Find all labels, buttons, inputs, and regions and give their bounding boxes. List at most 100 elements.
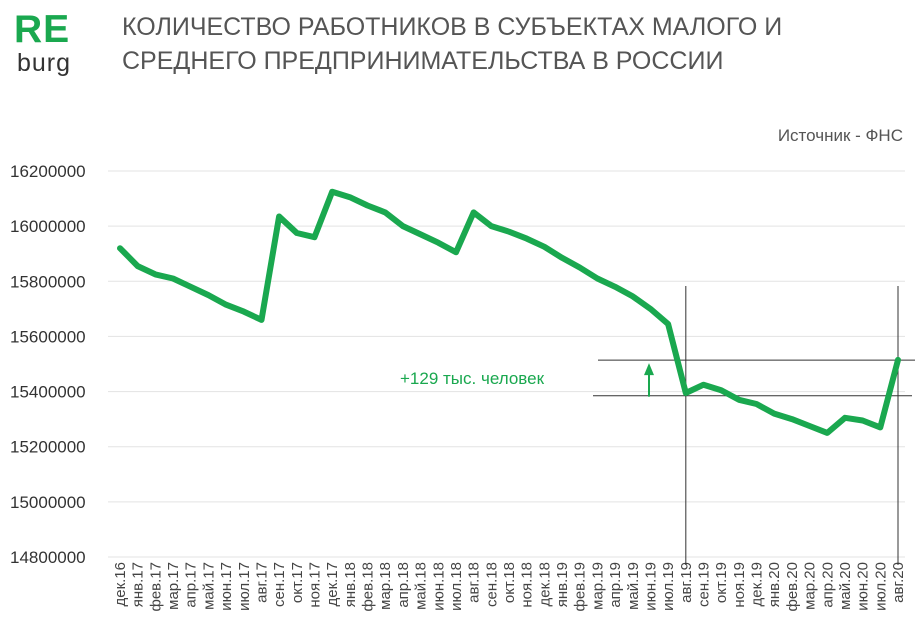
data-point <box>347 194 353 200</box>
chart-title: КОЛИЧЕСТВО РАБОТНИКОВ В СУБЪЕКТАХ МАЛОГО… <box>122 13 783 75</box>
data-point <box>895 357 901 363</box>
x-tick-label: ноя.19 <box>731 562 748 608</box>
data-point <box>860 418 866 424</box>
x-tick-label: янв.19 <box>554 562 571 607</box>
x-tick-label: фев.19 <box>572 562 589 612</box>
series-layer <box>117 188 901 436</box>
data-point <box>807 423 813 429</box>
x-tick-label: авг.17 <box>253 562 270 603</box>
data-point <box>789 416 795 422</box>
x-tick-label: фев.20 <box>784 562 801 612</box>
annotation-label: +129 тыс. человек <box>400 369 545 388</box>
data-point <box>541 244 547 250</box>
series-line <box>117 188 901 436</box>
x-axis: дек.16 янв.17 фев.17 мар.17 апр.17 май.17 июн.… <box>112 562 907 612</box>
x-tick-label: апр.20 <box>819 562 836 608</box>
x-tick-label: дек.16 <box>112 562 129 607</box>
data-point <box>824 430 830 436</box>
y-tick-label: 15600000 <box>10 327 86 346</box>
x-tick-label: июн.18 <box>430 562 447 611</box>
x-tick-label: май.17 <box>200 562 217 610</box>
y-tick-label: 15400000 <box>10 383 86 402</box>
x-tick-label: июн.20 <box>855 562 872 611</box>
x-tick-label: фев.17 <box>147 562 164 612</box>
data-point <box>736 397 742 403</box>
x-tick-label: окт.18 <box>501 562 518 603</box>
data-point <box>665 321 671 327</box>
data-point <box>382 209 388 215</box>
x-tick-label: янв.18 <box>342 562 359 607</box>
x-tick-label: авг.19 <box>678 562 695 603</box>
x-tick-label: окт.17 <box>289 562 306 603</box>
x-tick-label: окт.19 <box>713 562 730 603</box>
x-tick-label: ноя.17 <box>307 562 324 608</box>
x-tick-label: мар.17 <box>165 562 182 610</box>
data-point <box>771 411 777 417</box>
x-tick-label: сен.17 <box>271 562 288 607</box>
annotation-layer: +129 тыс. человек <box>400 363 654 397</box>
grid-lines <box>108 170 905 558</box>
x-tick-label: май.18 <box>413 562 430 610</box>
data-point <box>718 387 724 393</box>
x-tick-label: июл.19 <box>660 562 677 611</box>
data-point <box>842 415 848 421</box>
data-point <box>630 293 636 299</box>
x-tick-label: дек.18 <box>536 562 553 607</box>
data-point <box>400 223 406 229</box>
y-axis: 16200000 16000000 15800000 15600000 15400000… <box>10 162 86 567</box>
y-tick-label: 16200000 <box>10 162 86 181</box>
data-point <box>276 213 282 219</box>
data-point <box>170 276 176 282</box>
data-point <box>241 309 247 315</box>
y-tick-label: 15800000 <box>10 272 86 291</box>
data-point <box>754 401 760 407</box>
logo: RE burg <box>14 8 76 78</box>
x-tick-label: сен.18 <box>483 562 500 607</box>
data-point <box>877 424 883 430</box>
data-point <box>188 284 194 290</box>
data-point <box>647 306 653 312</box>
data-point <box>612 284 618 290</box>
x-tick-label: май.20 <box>837 562 854 610</box>
data-point <box>577 265 583 270</box>
data-point <box>453 249 459 255</box>
data-point <box>135 263 141 269</box>
annotation-arrow-icon <box>644 363 654 376</box>
x-tick-label: дек.17 <box>324 562 341 607</box>
data-point <box>312 234 317 240</box>
data-point <box>117 245 123 251</box>
x-tick-label: дек.19 <box>749 562 766 607</box>
x-tick-label: июн.19 <box>642 562 659 611</box>
y-tick-label: 15200000 <box>10 438 86 457</box>
data-point <box>471 209 477 215</box>
source-note: Источник - ФНС <box>777 126 903 145</box>
x-tick-label: апр.18 <box>395 562 412 608</box>
logo-text-re: RE <box>14 8 71 51</box>
y-tick-label: 16000000 <box>10 217 86 236</box>
x-tick-label: фев.18 <box>360 562 377 612</box>
x-tick-label: сен.19 <box>696 562 713 607</box>
data-point <box>223 302 229 308</box>
x-tick-label: ноя.18 <box>519 562 536 608</box>
data-point <box>152 271 158 277</box>
x-tick-label: мар.18 <box>377 562 394 610</box>
x-tick-label: май.19 <box>625 562 642 610</box>
data-point <box>594 276 600 282</box>
guide-lines <box>593 286 915 565</box>
x-tick-label: авг.18 <box>466 562 483 603</box>
x-tick-label: июл.18 <box>448 562 465 611</box>
data-point <box>365 202 371 208</box>
x-tick-label: июл.17 <box>236 562 253 611</box>
data-point <box>506 229 512 235</box>
x-tick-label: апр.19 <box>607 562 624 608</box>
x-tick-label: янв.20 <box>766 562 783 607</box>
x-tick-label: мар.20 <box>802 562 819 610</box>
data-point <box>435 240 441 246</box>
data-point <box>258 317 264 323</box>
logo-text-burg: burg <box>17 49 72 77</box>
data-point <box>559 255 565 261</box>
y-tick-label: 14800000 <box>10 548 86 567</box>
data-point <box>205 292 211 298</box>
data-point <box>524 236 530 242</box>
